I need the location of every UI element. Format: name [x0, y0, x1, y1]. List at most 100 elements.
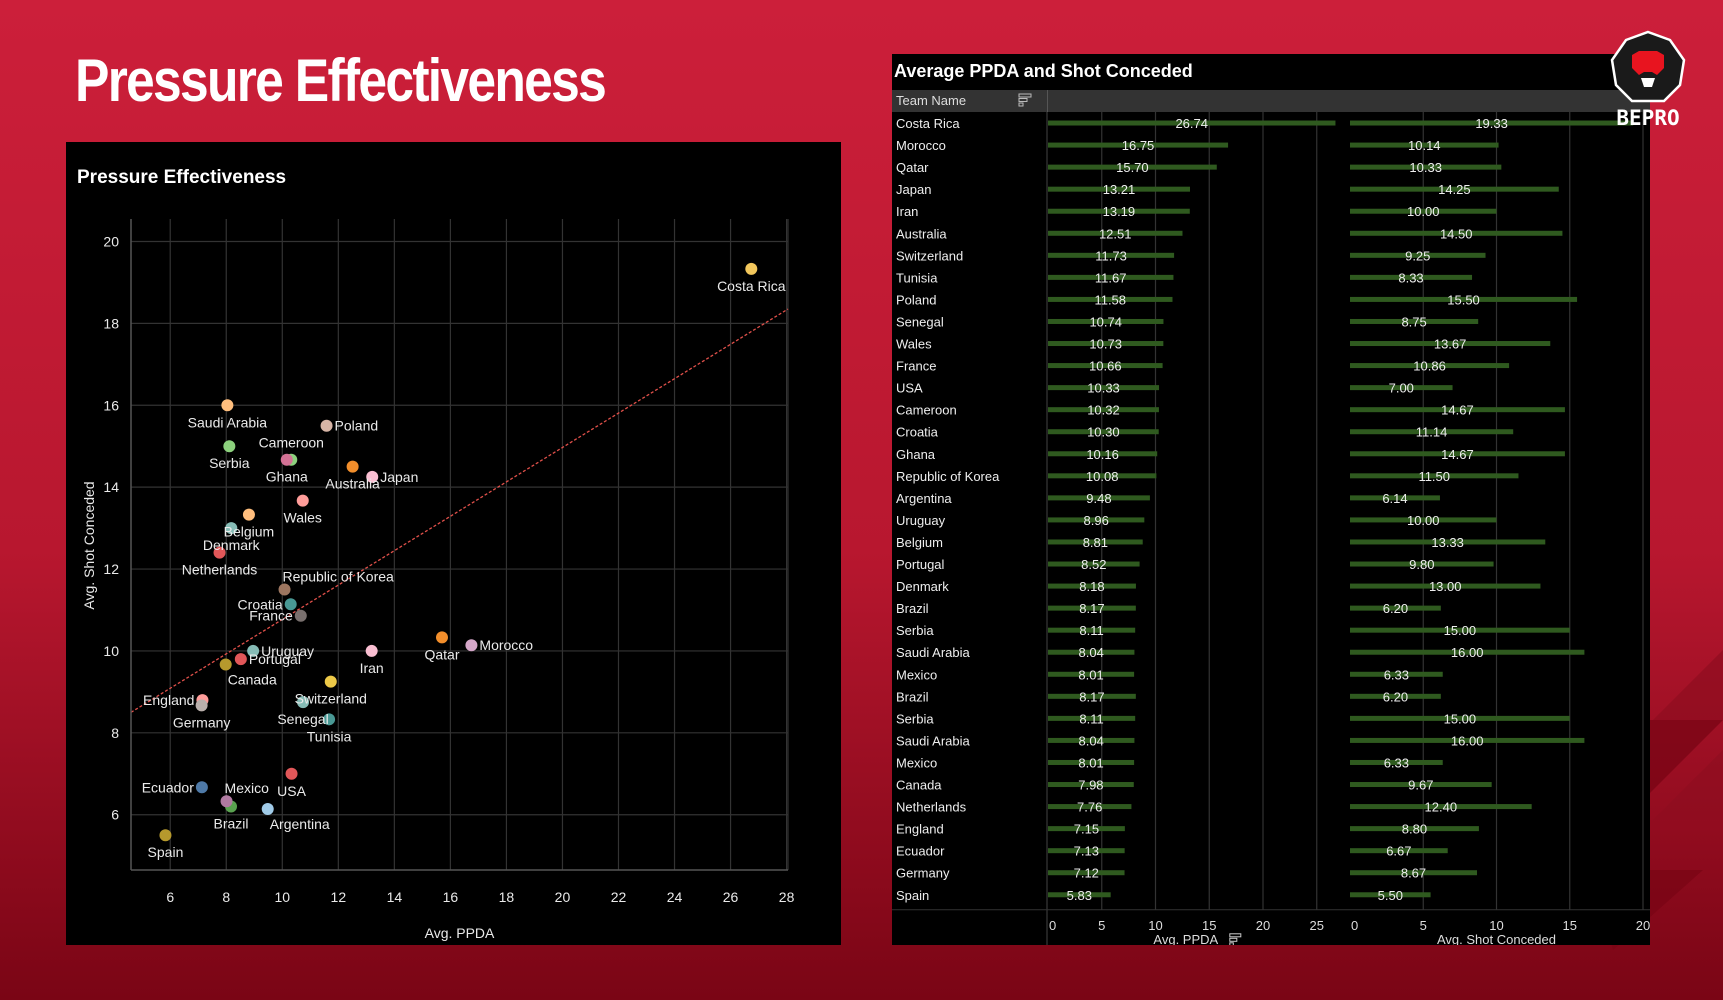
team-name-cell: Canada — [896, 778, 942, 793]
x-tick-label: 18 — [499, 889, 515, 905]
sort-descending-icon[interactable] — [1018, 93, 1032, 107]
ppda-value: 10.32 — [1087, 403, 1120, 418]
shots-value: 6.33 — [1384, 755, 1409, 770]
point-label: Qatar — [424, 646, 459, 662]
ppda-bar — [1048, 429, 1159, 435]
point-label: Ecuador — [142, 779, 194, 795]
ppda-value: 8.04 — [1079, 645, 1104, 660]
data-point — [220, 795, 233, 808]
shots-bar — [1350, 318, 1479, 324]
x-tick-label: 16 — [443, 889, 459, 905]
team-name-cell: Republic of Korea — [896, 469, 1000, 484]
bar-table-panel: Average PPDA and Shot Conceded Team Name… — [892, 54, 1650, 945]
point-label: Costa Rica — [717, 278, 786, 294]
shots-bar — [1350, 782, 1492, 788]
ppda-bar — [1048, 120, 1336, 126]
ppda-value: 10.33 — [1087, 381, 1120, 396]
data-point — [247, 644, 260, 657]
data-point — [280, 453, 293, 466]
ppda-value: 15.70 — [1116, 160, 1149, 175]
x-tick-label: 8 — [222, 889, 230, 905]
ppda-bar — [1048, 892, 1111, 898]
ppda-value: 11.73 — [1095, 248, 1127, 263]
bar-tick-label: 0 — [1049, 918, 1056, 933]
x-tick-label: 22 — [611, 889, 627, 905]
bar-axis-label: Avg. Shot Conceded — [1437, 932, 1556, 945]
team-name-cell: Denmark — [896, 579, 949, 594]
ppda-bar — [1048, 318, 1164, 324]
x-axis-label: Avg. PPDA — [425, 925, 495, 941]
shots-bar — [1350, 385, 1453, 391]
ppda-bar — [1048, 341, 1164, 347]
team-name-column-header[interactable]: Team Name — [896, 93, 967, 108]
shots-value: 6.67 — [1386, 844, 1411, 859]
team-name-cell: Ecuador — [896, 844, 945, 859]
data-point — [261, 802, 274, 815]
team-name-cell: Saudi Arabia — [896, 733, 970, 748]
y-tick-label: 16 — [103, 397, 119, 413]
ppda-bar — [1048, 782, 1134, 788]
x-tick-label: 6 — [166, 889, 174, 905]
point-label: Wales — [284, 510, 322, 526]
team-name-cell: Tunisia — [896, 270, 938, 285]
ppda-value: 7.12 — [1074, 866, 1099, 881]
shots-bar — [1350, 693, 1441, 699]
ppda-bar — [1048, 517, 1145, 523]
shots-bar — [1350, 649, 1585, 655]
data-point — [296, 494, 309, 507]
data-point — [234, 653, 247, 666]
data-point — [285, 767, 298, 780]
shots-bar — [1350, 274, 1473, 280]
ppda-bar — [1048, 561, 1140, 567]
data-point — [465, 639, 478, 652]
data-point — [346, 460, 359, 473]
data-point — [242, 508, 255, 521]
point-label: Japan — [380, 469, 418, 485]
shots-value: 10.86 — [1413, 359, 1446, 374]
point-label: Morocco — [479, 637, 533, 653]
data-point — [221, 399, 234, 412]
ppda-bar — [1048, 627, 1136, 633]
team-name-cell: England — [896, 822, 944, 837]
shots-value: 9.25 — [1405, 248, 1430, 263]
lion-head-icon — [1632, 51, 1664, 75]
x-tick-label: 14 — [387, 889, 403, 905]
ppda-bar — [1048, 274, 1174, 280]
team-name-cell: Australia — [896, 226, 947, 241]
y-tick-label: 18 — [103, 315, 119, 331]
ppda-value: 8.11 — [1079, 623, 1103, 638]
bar-tick-label: 20 — [1636, 918, 1650, 933]
data-point — [219, 658, 232, 671]
point-label: France — [249, 608, 293, 624]
shots-value: 15.00 — [1444, 623, 1477, 638]
scatter-chart: Costa Rica Morocco Qatar Japan Iran Australia… — [81, 219, 795, 941]
ppda-value: 13.19 — [1103, 204, 1136, 219]
grid — [131, 219, 789, 870]
bar-tick-label: 15 — [1563, 918, 1577, 933]
ppda-value: 8.81 — [1083, 535, 1108, 550]
ppda-bar — [1048, 737, 1135, 743]
logo-text: BEPRO — [1616, 106, 1679, 130]
ppda-bar — [1048, 385, 1160, 391]
ppda-bar — [1048, 407, 1159, 413]
shots-value: 8.67 — [1401, 866, 1426, 881]
shots-value: 13.00 — [1429, 579, 1462, 594]
bar-tick-label: 10 — [1489, 918, 1503, 933]
y-tick-label: 8 — [111, 725, 119, 741]
ppda-value: 10.74 — [1089, 314, 1122, 329]
ppda-bar — [1048, 208, 1190, 214]
bar-table: 0 5 10 15 20 25 Avg. PPDA 0 5 10 15 20 Avg. Shot Con… — [892, 112, 1650, 945]
team-name-cell: Morocco — [896, 138, 946, 153]
shots-value: 10.14 — [1408, 138, 1441, 153]
team-name-cell: USA — [896, 381, 923, 396]
team-name-cell: Costa Rica — [896, 116, 960, 131]
team-name-cell: Portugal — [896, 557, 945, 572]
ppda-value: 5.83 — [1067, 888, 1092, 903]
x-tick-label: 26 — [723, 889, 739, 905]
sort-descending-icon[interactable] — [1229, 933, 1242, 945]
ppda-bar — [1048, 870, 1125, 876]
shots-value: 6.14 — [1382, 491, 1407, 506]
shots-bar — [1350, 296, 1578, 302]
shots-bar — [1350, 848, 1448, 854]
shots-bar — [1350, 517, 1497, 523]
